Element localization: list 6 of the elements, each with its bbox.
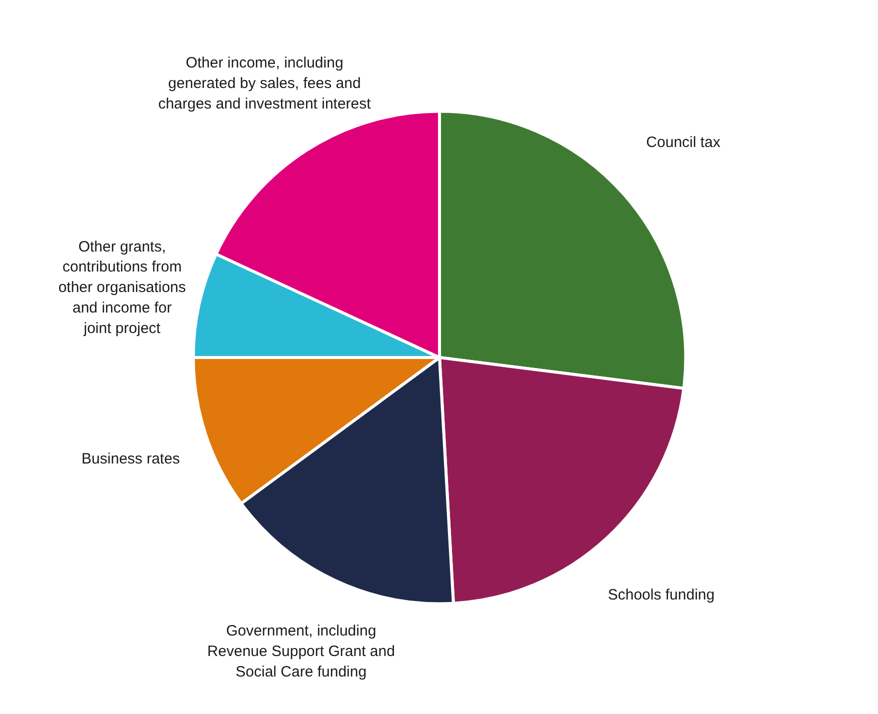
slice-label: Schools funding — [608, 586, 715, 604]
slice-label: Other income, including generated by sales, fees and charges and investment interest — [158, 54, 372, 113]
slice-label: Other grants, contributions from other organisations and income for joint project — [58, 238, 186, 337]
slice-label: Council tax — [646, 134, 721, 152]
slice-label: Business rates — [82, 450, 180, 468]
slice-label: Government, including Revenue Support Grant and Social Care funding — [207, 622, 395, 680]
